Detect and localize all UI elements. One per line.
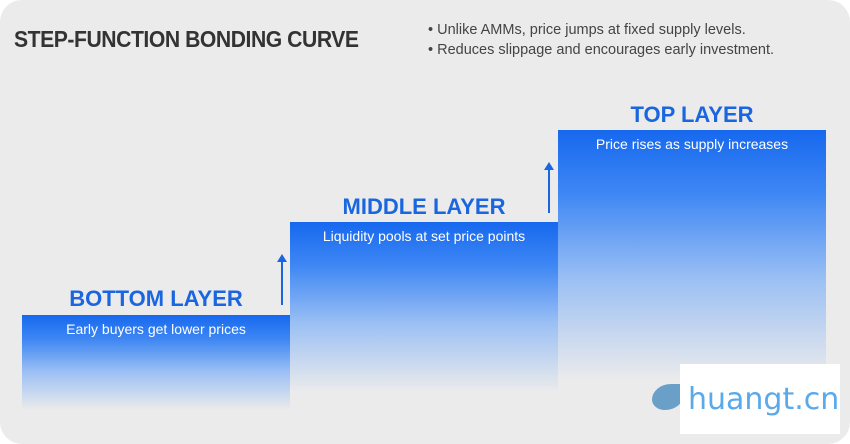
bullet-item: • Reduces slippage and encourages early … [428, 42, 775, 58]
watermark-text: huangt.cn [688, 382, 840, 417]
page-title: STEP-FUNCTION BONDING CURVE [14, 26, 359, 52]
arrow-up-icon [544, 162, 554, 213]
bottom-layer-caption: Early buyers get lower prices [66, 321, 246, 337]
bottom-layer-label: BOTTOM LAYER [69, 286, 243, 311]
bottom-layer-block: Early buyers get lower prices [22, 315, 290, 410]
bullet-list: • Unlike AMMs, price jumps at fixed supp… [428, 20, 774, 60]
watermark: huangt.cn [680, 364, 840, 434]
arrow-up-icon [277, 254, 287, 305]
top-layer-label: TOP LAYER [630, 102, 754, 127]
middle-layer-label: MIDDLE LAYER [342, 194, 506, 219]
top-layer-block: Price rises as supply increases [558, 130, 826, 380]
middle-layer-caption: Liquidity pools at set price points [322, 228, 526, 244]
bullet-item: • Unlike AMMs, price jumps at fixed supp… [428, 22, 746, 38]
middle-layer-block: Liquidity pools at set price points [290, 222, 558, 392]
top-layer-caption: Price rises as supply increases [595, 136, 789, 152]
